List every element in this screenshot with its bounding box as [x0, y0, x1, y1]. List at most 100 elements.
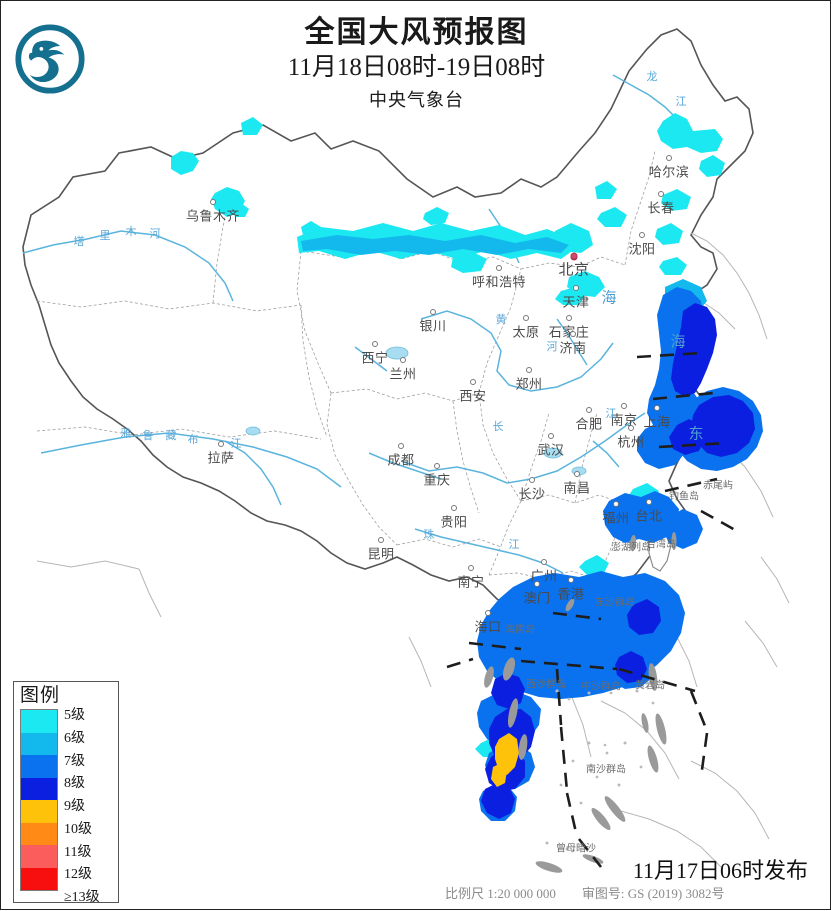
- legend-swatch-4: [21, 777, 57, 800]
- city-marker-11: [526, 367, 532, 373]
- city-label-28: 海口: [474, 619, 502, 635]
- city-marker-29: [613, 501, 619, 507]
- island-label-8: 黄岩岛: [635, 680, 665, 692]
- river-label-13: 长: [492, 421, 504, 433]
- legend-label-column: 5级 6级 7级 8级 9级 10级 11级 12级 ≥13级: [64, 705, 124, 910]
- river-label-15: 江: [508, 539, 520, 551]
- legend-swatch-7: [21, 845, 57, 868]
- city-marker-8: [566, 315, 572, 321]
- island-label-10: 曾母暗沙: [556, 843, 596, 855]
- city-marker-32: [658, 191, 664, 197]
- city-label-25: 广州: [530, 568, 558, 584]
- legend-swatch-1: [21, 710, 57, 733]
- city-marker-24: [468, 565, 474, 571]
- city-label-32: 长春: [647, 200, 675, 216]
- island-label-3: 钓鱼岛: [669, 491, 699, 503]
- city-marker-25: [541, 559, 547, 565]
- city-label-3: 兰州: [389, 366, 417, 382]
- city-label-30: 台北: [635, 508, 663, 524]
- city-label-1: 拉萨: [207, 450, 235, 466]
- release-time: 11月17日06时发布: [632, 858, 808, 883]
- river-label-9: 龙: [646, 71, 658, 83]
- city-marker-33: [666, 155, 672, 161]
- city-label-18: 上海: [643, 414, 671, 430]
- sea-label-0: 海: [601, 290, 617, 307]
- river-label-1: 里: [99, 230, 111, 242]
- review-number: 审图号: GS (2019) 3082号: [581, 886, 725, 901]
- legend-label-7: 11级: [64, 844, 92, 860]
- island-label-1: 台湾岛: [646, 539, 676, 551]
- city-label-26: 澳门: [523, 590, 551, 606]
- scale-text: 比例尺 1:20 000 000: [445, 886, 556, 901]
- city-label-31: 沈阳: [628, 241, 656, 257]
- river-label-11: 黄: [495, 314, 507, 326]
- city-label-24: 南宁: [457, 574, 485, 590]
- city-marker-15: [548, 433, 554, 439]
- river-label-14: 江: [605, 408, 617, 420]
- city-marker-22: [451, 505, 457, 511]
- city-label-9: 太原: [512, 324, 540, 340]
- river-label-0: 塔: [73, 236, 85, 248]
- city-marker-5: [496, 265, 502, 271]
- gale-area-level9: [491, 733, 519, 787]
- city-label-2: 西宁: [361, 350, 389, 366]
- river-label-5: 鲁: [142, 430, 154, 442]
- city-marker-27: [568, 577, 574, 583]
- gale-area-level8: [481, 303, 755, 819]
- cma-dragon-logo-icon: [15, 24, 85, 94]
- island-label-7: 中沙群岛: [581, 681, 621, 693]
- city-label-12: 西安: [459, 388, 487, 404]
- city-label-29: 福州: [602, 510, 630, 526]
- footer-meta: 比例尺 1:20 000 000 审图号: GS (2019) 3082号: [445, 883, 825, 902]
- legend-label-6: 10级: [64, 821, 92, 837]
- city-label-21: 长沙: [518, 486, 546, 502]
- legend-label-9: ≥13级: [64, 890, 100, 905]
- city-marker-4: [430, 309, 436, 315]
- city-marker-31: [639, 232, 645, 238]
- city-label-16: 合肥: [575, 416, 603, 432]
- city-label-13: 成都: [387, 452, 415, 468]
- river-label-8: 江: [230, 438, 242, 450]
- river-label-4: 雅: [120, 428, 132, 440]
- city-label-10: 济南: [559, 340, 587, 356]
- legend-swatch-8: [21, 867, 57, 890]
- dashed-boundary-lines: [446, 351, 738, 868]
- city-marker-12: [470, 379, 476, 385]
- island-label-4: 赤尾屿: [703, 480, 733, 492]
- legend-swatch-5: [21, 800, 57, 823]
- city-label-22: 贵阳: [440, 514, 468, 530]
- island-label-9: 南沙群岛: [586, 764, 626, 776]
- city-marker-3: [400, 357, 406, 363]
- legend-label-8: 12级: [64, 867, 92, 883]
- city-marker-21: [529, 477, 535, 483]
- city-label-5: 呼和浩特: [471, 274, 527, 290]
- city-marker-28: [485, 610, 491, 616]
- city-label-17: 南京: [610, 412, 638, 428]
- city-label-27: 香港: [557, 586, 585, 602]
- river-label-2: 木: [125, 226, 137, 238]
- city-label-23: 昆明: [367, 546, 395, 562]
- river-label-7: 布: [187, 434, 199, 446]
- island-label-0: 海南岛: [505, 624, 535, 636]
- legend-swatch-2: [21, 732, 57, 755]
- legend-panel: 图例 5级 6级 7级 8级 9级 10级 11级 12级 ≥13级: [13, 681, 119, 905]
- city-marker-0: [210, 199, 216, 205]
- city-label-8: 石家庄: [548, 324, 590, 340]
- legend-swatch-3: [21, 755, 57, 778]
- river-label-12: 河: [546, 341, 558, 353]
- city-marker-19: [628, 425, 634, 431]
- reef-dots: [545, 689, 655, 851]
- legend-label-4: 8级: [64, 776, 85, 792]
- river-label-10: 江: [675, 96, 687, 108]
- legend-label-2: 6级: [64, 730, 85, 746]
- city-marker-7: [573, 285, 579, 291]
- city-label-11: 郑州: [515, 376, 543, 392]
- legend-label-1: 5级: [64, 708, 85, 723]
- city-marker-26: [534, 581, 540, 587]
- city-marker-1: [218, 441, 224, 447]
- river-label-3: 河: [149, 228, 161, 240]
- city-label-14: 重庆: [423, 472, 451, 488]
- sea-label-1: 海: [670, 334, 686, 351]
- city-marker-17: [621, 403, 627, 409]
- city-marker-10: [570, 331, 576, 337]
